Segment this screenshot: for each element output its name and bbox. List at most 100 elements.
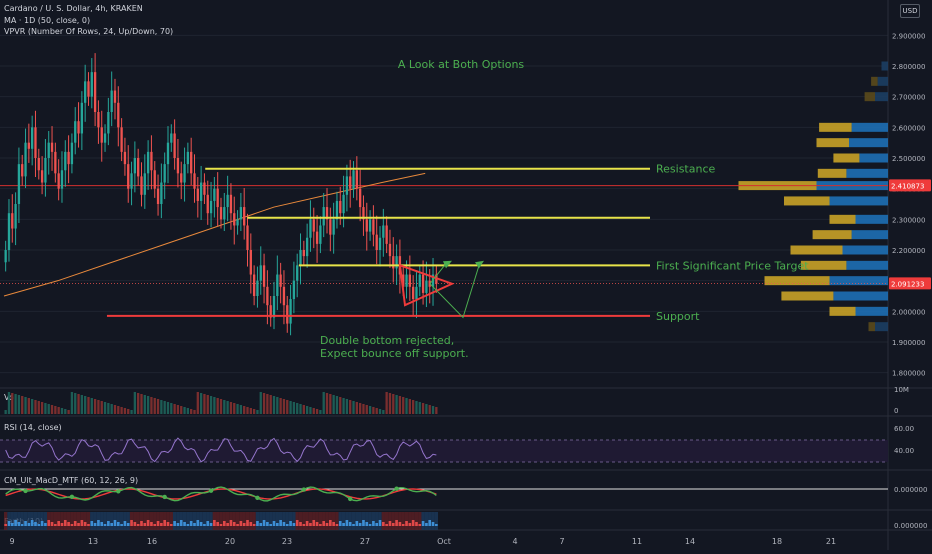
candle-body (150, 151, 153, 171)
x-tick-label: 7 (559, 537, 564, 546)
fisher-bar (90, 521, 94, 526)
fisher-bar (216, 522, 220, 526)
volume-bar (156, 399, 160, 414)
fisher-bar (163, 520, 167, 526)
macd-cross-dot (162, 494, 167, 500)
macd-cross-dot (348, 496, 353, 502)
volume-bar (418, 402, 421, 414)
volume-bar (398, 396, 402, 414)
candle-body (309, 219, 312, 238)
candle-body (123, 151, 127, 165)
fisher-bg (186, 512, 190, 530)
fisher-bg (232, 512, 236, 530)
candle-body (388, 243, 392, 257)
volume-bar (60, 408, 64, 414)
fisher-bar (199, 522, 203, 526)
macd-cross-dot (255, 495, 260, 501)
candle-body (239, 207, 243, 220)
fisher-bar (140, 521, 143, 526)
fisher-bg (252, 512, 256, 530)
fisher-bg (414, 512, 419, 530)
candle-body (90, 72, 93, 97)
fisher-bar (4, 524, 7, 526)
fisher-bg (216, 512, 220, 530)
fisher-bg (375, 512, 379, 530)
fisher-bg (83, 512, 87, 530)
fisher-bar (153, 524, 157, 526)
volume-bar (31, 399, 34, 414)
candle-body (31, 127, 34, 149)
fisher-bar (385, 524, 388, 526)
candle-body (34, 127, 37, 158)
fisher-bg (153, 512, 157, 530)
volume-profile-up-bar (846, 168, 888, 178)
candle-body (269, 305, 272, 318)
candle-body (229, 194, 233, 214)
candle-body (4, 250, 7, 263)
candle-body (14, 204, 17, 229)
candle-body (219, 207, 223, 220)
volume-profile-down-bar (764, 276, 830, 286)
fisher-bg (384, 512, 389, 530)
fisher-bg (103, 512, 107, 530)
fisher-bg (302, 512, 306, 530)
volume-bar (93, 399, 97, 414)
volume-bar (137, 393, 140, 414)
candle-body (279, 274, 282, 287)
candle-body (352, 170, 355, 189)
fisher-bg (119, 512, 124, 530)
candle-body (302, 250, 305, 257)
fisher-bg (219, 512, 223, 530)
volume-bar (37, 401, 40, 414)
fisher-bg (143, 512, 147, 530)
candle-body (392, 256, 395, 269)
volume-bar (166, 402, 170, 414)
fisher-bar (77, 523, 80, 526)
volume-bar (256, 410, 259, 414)
currency-button[interactable]: USD (900, 4, 920, 18)
fisher-bar (150, 522, 153, 526)
volume-profile-down-bar (781, 291, 834, 301)
volume-profile-down-bar (829, 306, 856, 316)
chart-title: A Look at Both Options (398, 58, 525, 71)
fisher-bar (37, 524, 41, 526)
volume-bar (289, 401, 292, 414)
candle-body (372, 219, 375, 235)
fisher-bar (103, 524, 107, 526)
volume-bar (117, 406, 120, 414)
volume-bar (315, 409, 319, 414)
candle-body (421, 274, 425, 293)
macd-line (5, 486, 437, 502)
candle-body (289, 299, 292, 324)
fisher-bar (239, 521, 243, 526)
volume-bar (249, 408, 252, 414)
candle-body (24, 142, 27, 177)
fisher-bar (24, 521, 27, 526)
volume-bar (365, 405, 368, 414)
candle-body (411, 286, 415, 300)
candle-body (193, 173, 196, 189)
candle-body (319, 225, 322, 244)
fisher-bar (252, 524, 256, 526)
y-tick-label: 2.000000 (892, 308, 925, 316)
candle-body (199, 182, 203, 201)
fisher-bg (235, 512, 240, 530)
rsi-line (5, 437, 437, 463)
candle-body (146, 151, 150, 174)
fisher-bar (428, 520, 432, 526)
fisher-bar (123, 521, 127, 526)
x-tick-label: 9 (9, 537, 14, 546)
volume-profile-up-bar (829, 196, 888, 206)
fisher-bar (242, 523, 246, 526)
candle-body (408, 274, 411, 287)
fisher-bar (160, 523, 163, 526)
fisher-bar (17, 522, 21, 526)
fisher-bg (391, 512, 395, 530)
fisher-bar (266, 522, 269, 526)
fisher-bg (192, 512, 197, 530)
fisher-bar (398, 522, 402, 526)
fisher-bar (431, 522, 435, 526)
volume-bar (349, 400, 352, 414)
